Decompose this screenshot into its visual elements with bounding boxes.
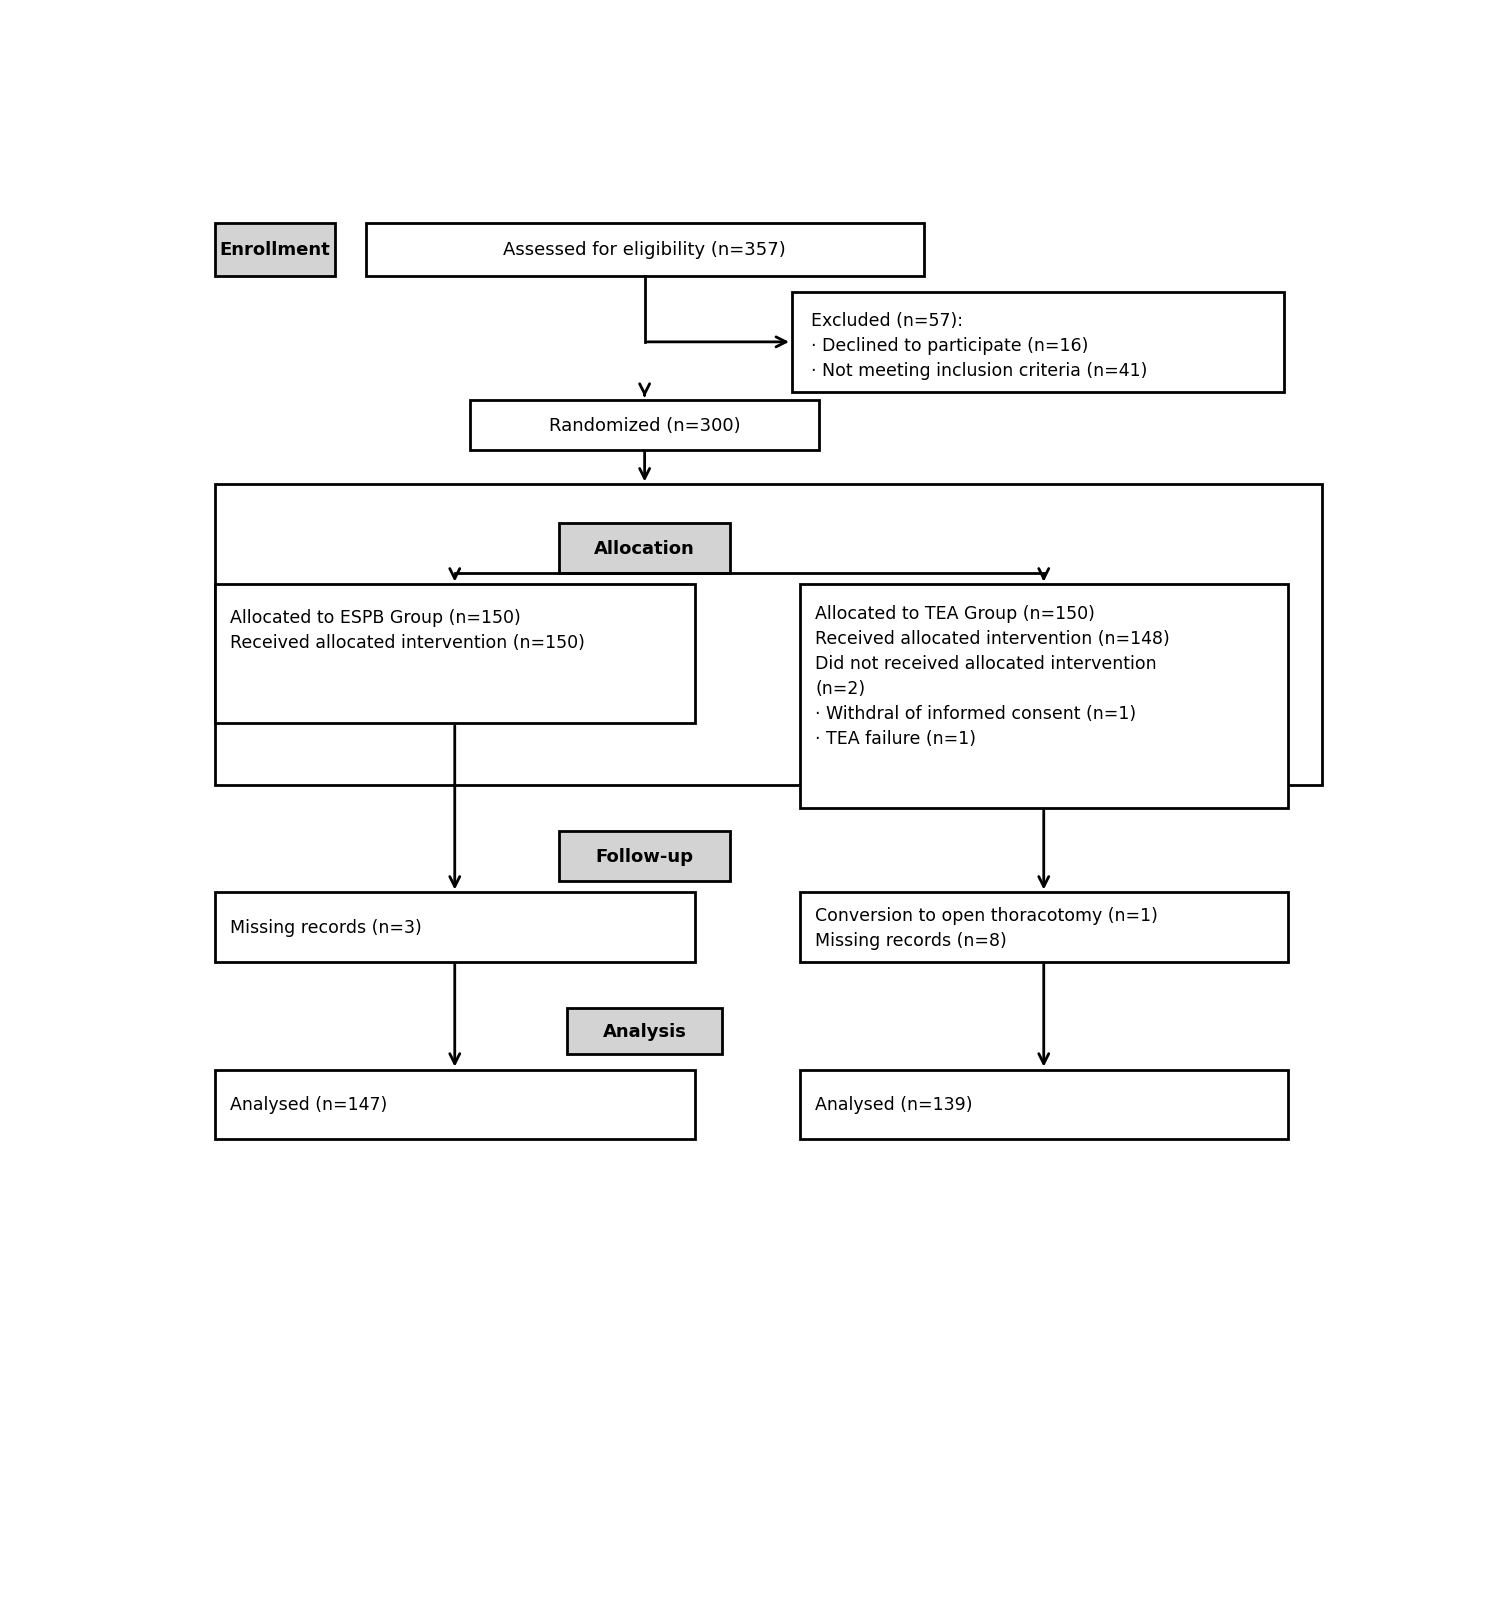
Text: Analysed (n=147): Analysed (n=147) [229,1096,387,1114]
Bar [214,586,696,724]
Text: Randomized (n=300): Randomized (n=300) [549,416,741,435]
Bar [799,586,1288,809]
Text: Excluded (n=57):
· Declined to participate (n=16)
· Not meeting inclusion criter: Excluded (n=57): · Declined to participa… [811,311,1148,380]
Text: Assessed for eligibility (n=357): Assessed for eligibility (n=357) [504,241,785,260]
Bar [366,223,923,278]
Bar [791,292,1285,393]
Text: Follow-up: Follow-up [595,847,694,865]
Text: Analysis: Analysis [603,1022,687,1040]
Text: Allocated to TEA Group (n=150)
Received allocated intervention (n=148)
Did not r: Allocated to TEA Group (n=150) Received … [815,605,1169,748]
Bar [567,1008,723,1054]
Bar [799,892,1288,961]
Text: Enrollment: Enrollment [219,241,330,260]
Text: Missing records (n=3): Missing records (n=3) [229,918,421,936]
Bar [214,485,1322,785]
Bar [799,1071,1288,1140]
Text: Analysed (n=139): Analysed (n=139) [815,1096,973,1114]
Bar [214,1071,696,1140]
Text: Conversion to open thoracotomy (n=1)
Missing records (n=8): Conversion to open thoracotomy (n=1) Mis… [815,905,1159,949]
Bar [559,831,730,881]
Bar [559,523,730,573]
Bar [214,892,696,961]
Text: Allocated to ESPB Group (n=150)
Received allocated intervention (n=150): Allocated to ESPB Group (n=150) Received… [229,608,585,652]
Bar [471,400,818,451]
Bar [214,223,334,278]
Text: Allocation: Allocation [594,539,696,557]
